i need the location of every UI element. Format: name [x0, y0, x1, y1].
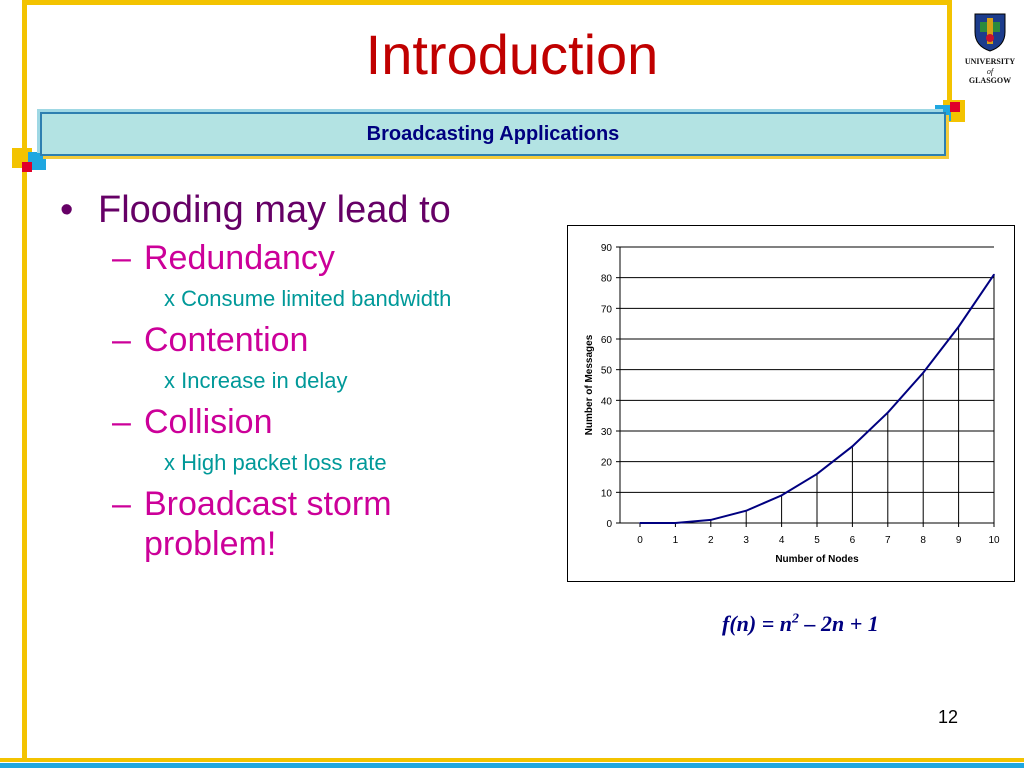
- bullet-main-text: Flooding may lead to: [98, 189, 451, 231]
- frame-top-border: [22, 0, 952, 5]
- deco-square-red-right: [950, 102, 960, 112]
- frame-left-border: [22, 0, 27, 768]
- y-tick-label: 90: [601, 243, 613, 254]
- messages-vs-nodes-chart: 0 10 20 30 40 50 60 70 80 90 0 1 2 3 4 5 6 7 8 9 10 Number of…: [584, 243, 1000, 565]
- bullet-item-label: Collision: [144, 403, 273, 441]
- x-tick-label: 7: [885, 535, 891, 546]
- page-number: 12: [938, 707, 959, 727]
- x-tick-label: 5: [814, 535, 820, 546]
- data-point: [816, 473, 818, 475]
- deco-square-blue-left: [28, 152, 46, 170]
- y-tick-label: 0: [606, 519, 612, 530]
- bullet-item-collision: – Collision: [112, 402, 560, 442]
- bullet-item-label-continued: problem!: [144, 525, 277, 563]
- bullet-item-label: Contention: [144, 321, 309, 359]
- frame-right-border: [947, 0, 952, 110]
- y-tick-label: 40: [601, 396, 613, 407]
- x-tick-label: 4: [779, 535, 785, 546]
- dash-mark: –: [112, 239, 131, 277]
- dash-mark: –: [112, 403, 131, 441]
- formula-suffix: – 2n + 1: [799, 611, 879, 636]
- data-point: [887, 411, 889, 414]
- university-logo: UNIVERSITY of GLASGOW: [958, 12, 1022, 102]
- logo-text-of: of: [986, 67, 994, 76]
- y-tick-label: 70: [601, 304, 613, 315]
- bullet-dot: •: [60, 189, 74, 231]
- subtitle-text: Broadcasting Applications: [366, 122, 620, 145]
- data-point: [639, 522, 641, 524]
- crest-icon: [974, 13, 1006, 52]
- data-point: [674, 522, 677, 524]
- x-tick-label: 8: [920, 535, 926, 546]
- bullet-main: • Flooding may lead to: [60, 188, 560, 232]
- bullet-list: • Flooding may lead to – Redundancy x Cons…: [60, 188, 560, 564]
- dash-mark: –: [112, 485, 131, 523]
- data-point: [745, 509, 747, 512]
- formula-prefix: f(n) = n: [722, 611, 792, 636]
- bullet-subitem: x Consume limited bandwidth: [164, 284, 560, 314]
- bullet-subitem-text: High packet loss rate: [181, 450, 387, 475]
- frame-bottom-border: [0, 758, 1024, 768]
- dash-mark: –: [112, 321, 131, 359]
- bullet-item-redundancy: – Redundancy: [112, 238, 560, 278]
- bullet-subitem: x Increase in delay: [164, 366, 560, 396]
- bullet-item-label: Redundancy: [144, 239, 335, 277]
- x-tick-label: 2: [708, 535, 714, 546]
- bullet-subitem-text: Increase in delay: [181, 368, 348, 393]
- bullet-item-label: Broadcast storm: [144, 485, 392, 523]
- logo-text-glasgow: GLASGOW: [968, 76, 1012, 85]
- y-tick-label: 80: [601, 274, 613, 285]
- logo-text-university: UNIVERSITY: [964, 57, 1016, 66]
- x-axis-label: Number of Nodes: [775, 554, 859, 565]
- x-tick-label: 10: [988, 535, 1000, 546]
- x-tick-label: 3: [743, 535, 749, 546]
- data-point: [993, 273, 995, 276]
- y-axis-label: Number of Messages: [584, 334, 595, 435]
- bullet-subitem-text: Consume limited bandwidth: [181, 286, 452, 311]
- sub-mark: x: [164, 450, 175, 475]
- slide-title: Introduction: [365, 23, 659, 86]
- chart-container: 0 10 20 30 40 50 60 70 80 90 0 1 2 3 4 5 6 7 8 9 10 Number of…: [567, 225, 1015, 582]
- data-point: [922, 371, 924, 374]
- sub-mark: x: [164, 286, 175, 311]
- x-tick-label: 0: [637, 535, 643, 546]
- y-tick-label: 60: [601, 335, 613, 346]
- subtitle-banner: Broadcasting Applications: [40, 112, 946, 156]
- y-tick-label: 20: [601, 458, 613, 469]
- data-point: [780, 494, 783, 497]
- data-point: [710, 519, 712, 521]
- x-tick-label: 9: [956, 535, 962, 546]
- x-tick-label: 6: [850, 535, 856, 546]
- y-tick-label: 30: [601, 427, 613, 438]
- x-tick-label: 1: [673, 535, 679, 546]
- bullet-subitem: x High packet loss rate: [164, 448, 560, 478]
- formula-exponent: 2: [792, 611, 799, 627]
- data-point: [957, 325, 960, 328]
- data-point: [851, 445, 854, 448]
- bullet-item-broadcast-storm: – Broadcast storm problem!: [112, 484, 560, 564]
- sub-mark: x: [164, 368, 175, 393]
- deco-square-red-left: [22, 162, 32, 172]
- y-tick-label: 10: [601, 488, 613, 499]
- y-tick-label: 50: [601, 366, 613, 377]
- formula: f(n) = n2 – 2n + 1: [722, 611, 879, 637]
- bullet-item-contention: – Contention: [112, 320, 560, 360]
